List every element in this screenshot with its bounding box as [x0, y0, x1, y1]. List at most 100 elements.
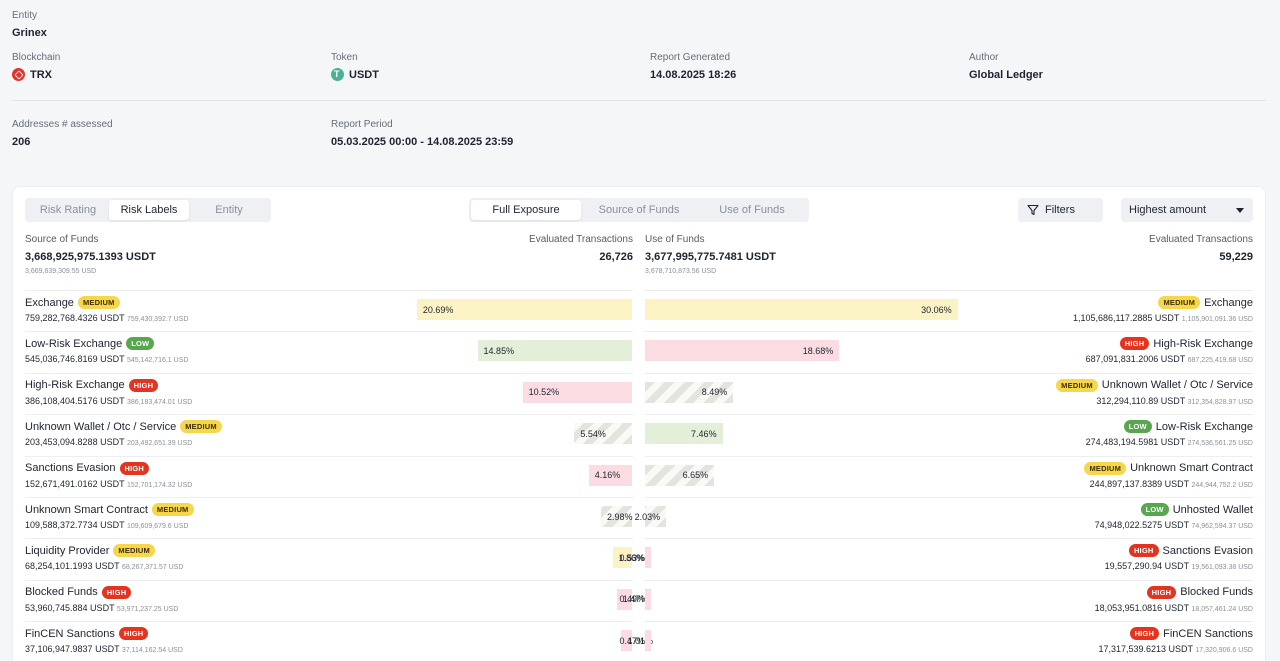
risk-badge: HIGH [1128, 544, 1159, 558]
use-row-label[interactable]: MEDIUM Unknown Smart Contract [1084, 461, 1253, 475]
source-share-bar[interactable]: 14.85% [477, 340, 632, 362]
period-label: Report Period [331, 119, 393, 130]
amount-usdt: 68,254,101.1993 USDT [25, 561, 120, 572]
use-share-bar[interactable]: 18.68% [645, 340, 840, 362]
source-row-label[interactable]: FinCEN Sanctions HIGH [25, 627, 149, 641]
use-row-label[interactable]: LOW Unhosted Wallet [1140, 503, 1253, 516]
use-row-label[interactable]: HIGH Blocked Funds [1146, 585, 1253, 599]
source-share-bar[interactable]: 20.69% [416, 299, 632, 320]
view-tabs: Risk Rating Risk Labels Entity [25, 198, 271, 222]
row-divider [25, 579, 633, 581]
token-text: USDT [349, 68, 379, 81]
tab-full-exposure[interactable]: Full Exposure [471, 200, 581, 220]
source-share-bar[interactable]: 2.98% [601, 506, 633, 527]
source-share-bar[interactable]: 5.54% [574, 423, 632, 445]
use-row-label[interactable]: MEDIUM Unknown Wallet / Otc / Service [1056, 378, 1253, 392]
source-row-name: High-Risk Exchange [25, 379, 125, 392]
source-share-bar[interactable]: 1.86% [612, 547, 644, 569]
tab-source-of-funds[interactable]: Source of Funds [598, 204, 680, 216]
row-divider [25, 455, 633, 457]
source-row-label[interactable]: High-Risk Exchange HIGH [25, 378, 159, 392]
filters-label: Filters [1045, 204, 1075, 216]
use-share-bar[interactable]: 0.47% [619, 630, 651, 652]
use-eval-value: 59,229 [1219, 251, 1253, 263]
use-row-label[interactable]: HIGH Sanctions Evasion [1128, 544, 1253, 558]
use-row-label[interactable]: HIGH FinCEN Sanctions [1129, 627, 1253, 641]
amount-usd: 687,225,419.68 USD [1187, 357, 1253, 365]
row-divider [645, 579, 1253, 581]
addresses-label: Addresses # assessed [12, 119, 113, 130]
amount-usdt: 244,897,137.8389 USDT [1089, 478, 1189, 489]
use-row-amount: 687,091,831.2006 USDT 687,225,419.68 USD [1086, 354, 1253, 364]
use-row-label[interactable]: HIGH High-Risk Exchange [1119, 337, 1253, 351]
use-row-amount: 1,105,686,117.2885 USDT 1,105,901,091.36… [1073, 313, 1253, 323]
use-row-amount: 244,897,137.8389 USDT 244,944,752.2 USD [1090, 479, 1253, 489]
risk-badge: HIGH [1129, 627, 1160, 641]
use-row-label[interactable]: MEDIUM Exchange [1158, 296, 1253, 309]
source-row-amount: 152,671,491.0162 USDT 152,701,174.32 USD [25, 479, 192, 489]
source-row-name: Blocked Funds [25, 586, 98, 599]
use-row-amount: 312,294,110.89 USDT 312,354,828.97 USD [1096, 396, 1253, 406]
source-eval-label: Evaluated Transactions [529, 234, 633, 245]
amount-usdt: 109,588,372.7734 USDT [25, 520, 125, 530]
source-row-label[interactable]: Unknown Smart Contract MEDIUM [25, 503, 194, 516]
source-row-label[interactable]: Unknown Wallet / Otc / Service MEDIUM [25, 420, 222, 434]
filters-button[interactable]: Filters [1018, 198, 1103, 222]
use-row-name: Low-Risk Exchange [1155, 420, 1253, 433]
source-row-name: Low-Risk Exchange [25, 337, 123, 350]
use-share-bar[interactable]: 8.49% [645, 381, 734, 403]
risk-badge: MEDIUM [151, 503, 194, 516]
risk-badge: MEDIUM [77, 296, 120, 309]
source-row-label[interactable]: Blocked Funds HIGH [25, 585, 132, 599]
use-row-amount: 17,317,539.6213 USDT 17,320,906.6 USD [1098, 644, 1253, 654]
source-row-amount: 109,588,372.7734 USDT 109,609,679.6 USD [25, 520, 188, 530]
tab-risk-labels[interactable]: Risk Labels [109, 200, 189, 220]
source-row-amount: 759,282,768.4326 USDT 759,430,392.7 USD [25, 313, 188, 323]
source-share-bar[interactable]: 10.52% [522, 381, 632, 403]
amount-usd: 19,561,093.38 USD [1191, 564, 1254, 572]
tron-icon [12, 68, 25, 81]
risk-badge: MEDIUM [1158, 296, 1201, 309]
row-divider [645, 455, 1253, 457]
source-row-label[interactable]: Low-Risk Exchange LOW [25, 337, 155, 351]
tab-entity[interactable]: Entity [215, 204, 243, 216]
row-divider [645, 331, 1253, 333]
risk-badge: HIGH [119, 461, 150, 475]
source-row-label[interactable]: Sanctions Evasion HIGH [25, 461, 150, 475]
use-row-amount: 18,053,951.0816 USDT 18,057,461.24 USD [1095, 603, 1253, 613]
tab-use-of-funds[interactable]: Use of Funds [719, 204, 785, 216]
use-share-bar[interactable]: 7.46% [645, 423, 723, 445]
filter-icon [1027, 204, 1039, 216]
use-share-bar[interactable]: 6.65% [645, 464, 715, 486]
source-share-bar[interactable]: 4.16% [588, 464, 632, 486]
use-share-bar[interactable]: 0.49% [619, 588, 651, 610]
use-share-bar[interactable]: 2.03% [635, 506, 667, 527]
amount-usdt: 17,317,539.6213 USDT [1098, 644, 1193, 655]
row-divider [645, 621, 1253, 623]
tab-risk-rating[interactable]: Risk Rating [39, 204, 97, 216]
risk-badge: MEDIUM [1084, 461, 1127, 475]
source-row-label[interactable]: Exchange MEDIUM [25, 296, 120, 309]
chevron-down-icon [1236, 208, 1244, 213]
row-divider [645, 538, 1253, 540]
use-total-usd: 3,678,710,873.56 USD [645, 268, 717, 275]
amount-usdt: 386,108,404.5176 USDT [25, 395, 125, 406]
source-row-label[interactable]: Liquidity Provider MEDIUM [25, 544, 155, 558]
amount-usd: 17,320,906.6 USD [1195, 647, 1253, 655]
use-share-bar[interactable]: 0.53% [619, 547, 651, 569]
amount-usdt: 1,105,686,117.2885 USDT [1073, 313, 1180, 323]
token-label: Token [331, 52, 358, 63]
source-title: Source of Funds [25, 234, 99, 245]
use-row-name: Unknown Wallet / Otc / Service [1101, 379, 1253, 392]
use-row-label[interactable]: LOW Low-Risk Exchange [1123, 420, 1253, 434]
sort-select[interactable]: Highest amount [1121, 198, 1253, 222]
source-row-amount: 53,960,745.884 USDT 53,971,237.25 USD [25, 603, 178, 613]
source-row-name: Unknown Smart Contract [25, 503, 148, 516]
sort-label: Highest amount [1129, 204, 1207, 216]
entity-label: Entity [12, 10, 38, 21]
risk-badge: HIGH [1146, 585, 1177, 599]
row-divider [645, 497, 1253, 498]
row-divider [645, 414, 1253, 416]
use-share-bar[interactable]: 30.06% [645, 299, 958, 320]
source-eval-value: 26,726 [599, 251, 633, 263]
